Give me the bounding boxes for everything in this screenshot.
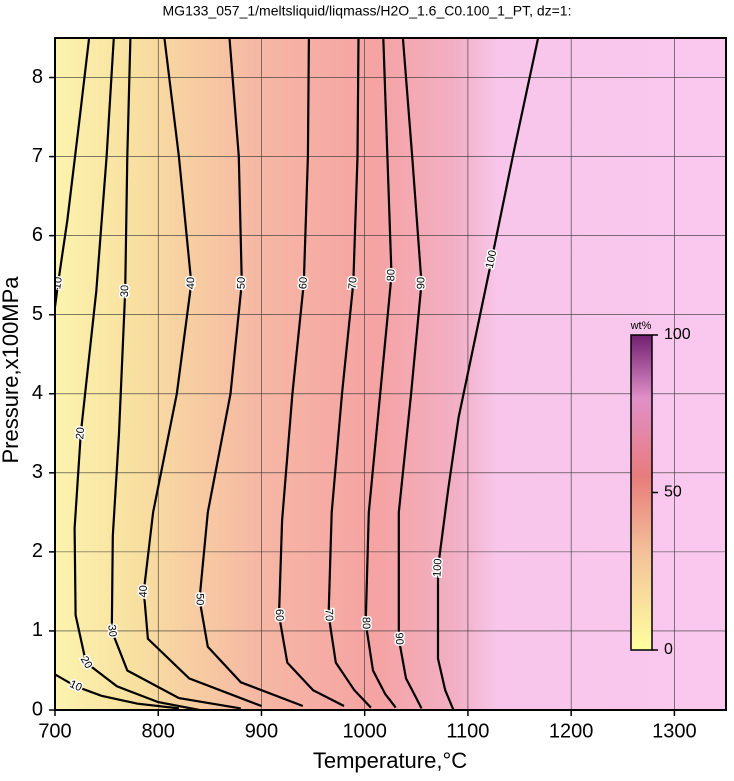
contour-label: 70 <box>322 609 334 622</box>
colorbar-title: wt% <box>630 320 652 332</box>
contour-label: 60 <box>273 609 285 622</box>
contour-line <box>110 38 241 710</box>
contour-line <box>397 38 423 709</box>
y-tick-label: 1 <box>32 619 43 641</box>
contour-label: 40 <box>137 585 149 598</box>
contour-line <box>73 38 200 710</box>
y-tick-label: 4 <box>32 382 43 404</box>
contour-label: 90 <box>393 632 406 645</box>
colorbar-tick-label: 0 <box>664 641 673 658</box>
colorbar-tick-label: 100 <box>664 326 691 343</box>
contour-label: 90 <box>415 277 427 289</box>
x-tick-label: 1200 <box>549 720 594 742</box>
contour-label: 70 <box>347 277 360 290</box>
colorbar-tick-label: 50 <box>664 484 682 501</box>
y-tick-label: 0 <box>32 698 43 720</box>
colorbar <box>630 334 653 651</box>
y-tick-label: 5 <box>32 303 43 325</box>
contour-label: 50 <box>194 593 206 605</box>
y-tick-label: 8 <box>32 66 43 88</box>
contour-label: 80 <box>360 617 372 630</box>
contour-label: 10 <box>51 276 65 290</box>
contours: 1010202030304040505060607070808090901001… <box>51 38 540 710</box>
y-tick-label: 3 <box>32 461 43 483</box>
contour-label: 40 <box>185 277 197 289</box>
contour-line <box>198 38 304 708</box>
x-tick-label: 800 <box>142 720 175 742</box>
contour-line <box>55 38 180 710</box>
x-tick-label: 1100 <box>446 720 489 742</box>
contour-line <box>436 38 540 710</box>
contour-line <box>142 38 262 708</box>
y-tick-label: 6 <box>32 224 43 246</box>
contour-label: 100 <box>484 249 499 269</box>
contour-label: 20 <box>74 427 87 440</box>
contour-line <box>327 38 372 709</box>
contour-label: 50 <box>235 277 247 290</box>
contour-line <box>277 38 345 707</box>
contour-label: 30 <box>119 285 131 298</box>
grid <box>55 38 726 710</box>
y-axis-title: Pressure,x100MPa <box>0 276 23 464</box>
x-tick-label: 1000 <box>342 720 387 742</box>
x-tick-label: 700 <box>38 720 71 742</box>
plot-frame <box>54 37 727 711</box>
x-tick-label: 900 <box>245 720 278 742</box>
contour-label: 100 <box>431 558 444 577</box>
contour-label: 60 <box>297 277 310 290</box>
y-tick-label: 7 <box>32 145 43 167</box>
contour-label: 30 <box>105 624 118 637</box>
contour-label: 80 <box>385 269 397 282</box>
contour-line <box>364 38 397 709</box>
plot-background <box>55 38 726 710</box>
y-tick-label: 2 <box>32 540 43 562</box>
x-tick-label: 1300 <box>652 720 697 742</box>
chart-title: MG133_057_1/meltsliquid/liqmass/H2O_1.6_… <box>163 3 572 19</box>
x-axis-title: Temperature,°C <box>313 748 467 773</box>
